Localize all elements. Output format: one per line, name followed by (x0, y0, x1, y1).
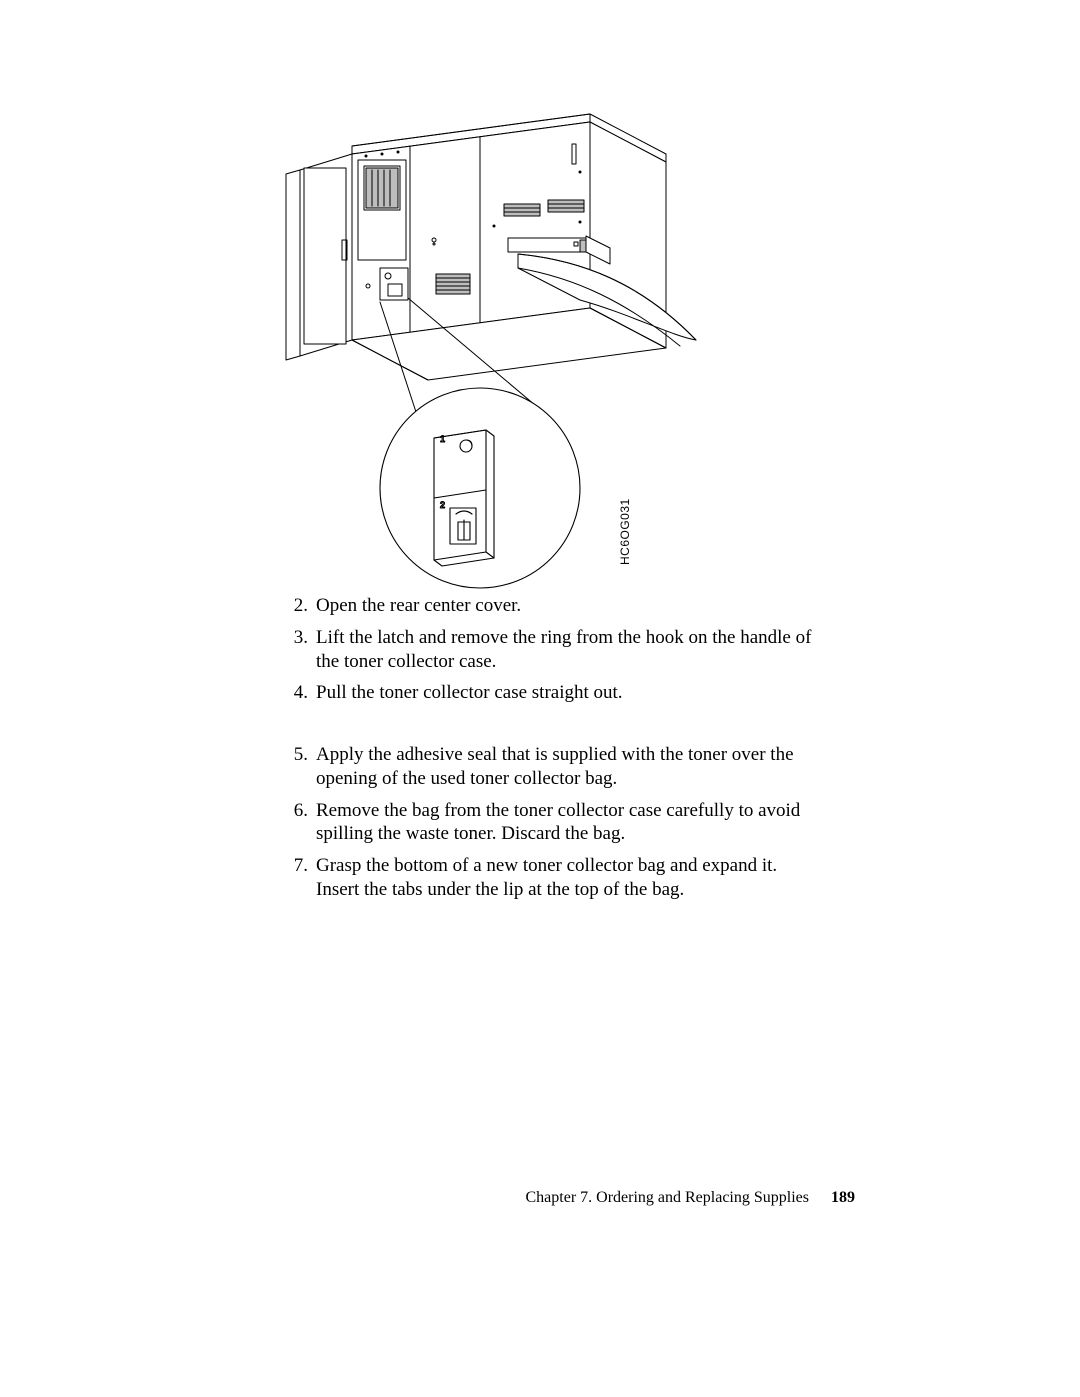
callout-1: 1 (440, 434, 445, 444)
step-text: Remove the bag from the toner collector … (316, 800, 800, 845)
step-text: Open the rear center cover. (316, 595, 521, 616)
footer-chapter: Chapter 7. Ordering and Replacing Suppli… (526, 1189, 810, 1206)
callout-2: 2 (440, 500, 445, 510)
step-4: 4. Pull the toner collector case straigh… (280, 681, 816, 705)
step-7: 7. Grasp the bottom of a new toner colle… (280, 854, 816, 902)
step-5: 5. Apply the adhesive seal that is suppl… (280, 743, 816, 791)
step-number: 2. (280, 594, 308, 618)
step-text: Grasp the bottom of a new toner collecto… (316, 855, 777, 900)
step-number: 7. (280, 854, 308, 878)
step-number: 3. (280, 626, 308, 650)
figure-code: HC6OG031 (618, 498, 632, 565)
page-footer: Chapter 7. Ordering and Replacing Suppli… (526, 1189, 856, 1207)
footer-page-number: 189 (831, 1189, 855, 1206)
step-gap (280, 713, 816, 743)
step-text: Apply the adhesive seal that is supplied… (316, 744, 794, 789)
step-number: 6. (280, 799, 308, 823)
instruction-steps: 2. Open the rear center cover. 3. Lift t… (280, 594, 816, 910)
step-number: 4. (280, 681, 308, 705)
step-2: 2. Open the rear center cover. (280, 594, 816, 618)
step-6: 6. Remove the bag from the toner collect… (280, 799, 816, 847)
step-3: 3. Lift the latch and remove the ring fr… (280, 626, 816, 674)
step-text: Lift the latch and remove the ring from … (316, 627, 811, 672)
step-text: Pull the toner collector case straight o… (316, 682, 623, 703)
printer-diagram: 1 2 (280, 110, 800, 590)
page: 1 2 HC6OG031 2. Open the rear center cov… (0, 0, 1080, 1397)
step-number: 5. (280, 743, 308, 767)
